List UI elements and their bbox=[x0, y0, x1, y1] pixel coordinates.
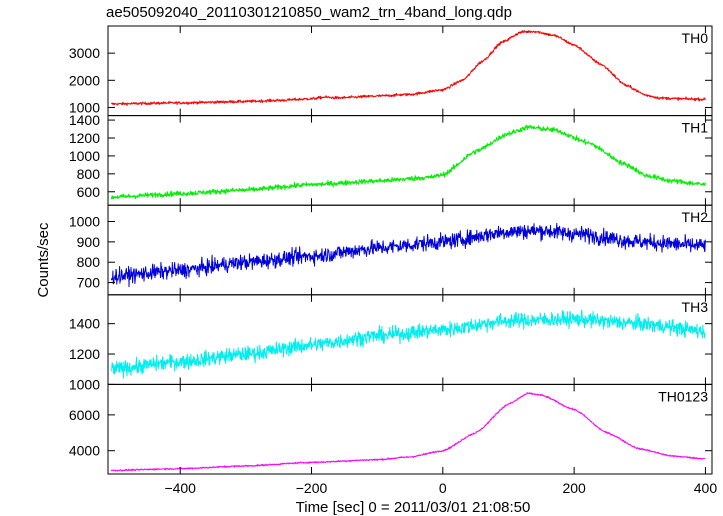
y-tick-label-th2-800: 800 bbox=[77, 254, 101, 270]
y-tick-label-th3-1000: 1000 bbox=[69, 376, 100, 392]
series-line-th3 bbox=[110, 309, 706, 379]
y-tick-label-th1-1200: 1200 bbox=[69, 130, 100, 146]
x-axis-label: Time [sec] 0 = 2011/03/01 21:08:50 bbox=[296, 499, 531, 516]
chart-title: ae505092040_20110301210850_wam2_trn_4ban… bbox=[106, 4, 512, 21]
series-line-th0123 bbox=[110, 392, 706, 472]
y-tick-label-th0123-6000: 6000 bbox=[69, 407, 100, 423]
x-tick-label-200: 200 bbox=[562, 480, 586, 496]
panel-label-th2: TH2 bbox=[682, 209, 709, 225]
y-tick-label-th1-800: 800 bbox=[77, 166, 101, 182]
series-line-th1 bbox=[110, 124, 706, 200]
panel-label-th0: TH0 bbox=[682, 30, 709, 46]
y-tick-label-th2-900: 900 bbox=[77, 234, 101, 250]
panel-frame-th3 bbox=[107, 294, 713, 385]
y-tick-label-th0-2000: 2000 bbox=[69, 72, 100, 88]
y-tick-label-th1-1400: 1400 bbox=[69, 112, 100, 128]
y-tick-label-th0123-4000: 4000 bbox=[69, 443, 100, 459]
x-tick-label--400: −400 bbox=[164, 480, 196, 496]
panel-frame-th2 bbox=[107, 204, 713, 296]
y-tick-label-th0-3000: 3000 bbox=[69, 45, 100, 61]
x-tick-label-0: 0 bbox=[439, 480, 447, 496]
y-tick-label-th2-1000: 1000 bbox=[69, 213, 100, 229]
y-tick-label-th2-700: 700 bbox=[77, 275, 101, 291]
panel-label-th0123: TH0123 bbox=[658, 388, 708, 404]
panel-label-th3: TH3 bbox=[682, 299, 709, 315]
series-line-th0 bbox=[111, 29, 706, 106]
y-tick-label-th1-600: 600 bbox=[77, 184, 101, 200]
series-line-th2 bbox=[110, 223, 706, 288]
y-tick-label-th3-1400: 1400 bbox=[69, 316, 100, 332]
panel-frame-th0123 bbox=[107, 383, 713, 475]
y-tick-label-th1-1000: 1000 bbox=[69, 148, 100, 164]
y-tick-label-th0-1000: 1000 bbox=[69, 99, 100, 115]
x-tick-label--200: −200 bbox=[296, 480, 328, 496]
x-tick-label-400: 400 bbox=[694, 480, 718, 496]
y-axis-label: Counts/sec bbox=[35, 222, 52, 298]
panel-label-th1: TH1 bbox=[682, 120, 709, 136]
y-tick-label-th3-1200: 1200 bbox=[69, 346, 100, 362]
